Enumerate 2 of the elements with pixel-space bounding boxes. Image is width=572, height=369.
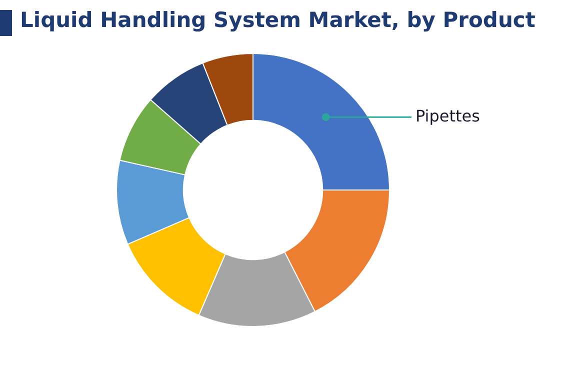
slice-label: Pipettes	[416, 106, 480, 126]
chart-title: Liquid Handling System Market, by Product	[20, 8, 536, 32]
